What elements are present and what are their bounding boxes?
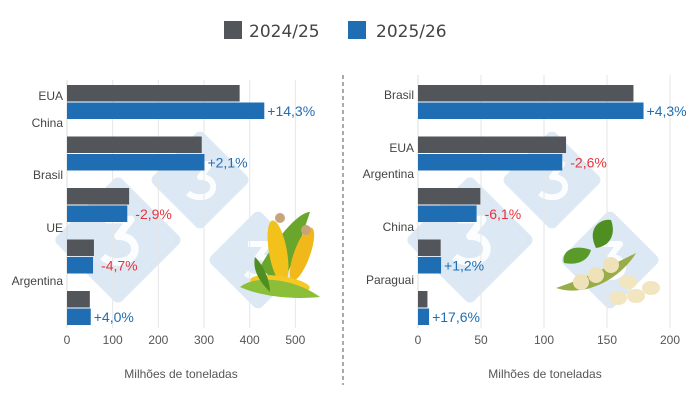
- bars: [67, 85, 644, 325]
- x-tick-label: 400: [240, 333, 260, 347]
- bar-2024-25: [418, 291, 428, 308]
- data-label: -2,9%: [135, 206, 172, 222]
- x-tick-label: 200: [148, 333, 168, 347]
- x-tick-label: 50: [474, 333, 488, 347]
- bar-2025-26: [418, 154, 563, 171]
- watermark-digit-shape: [538, 161, 569, 201]
- bar-2025-26: [67, 308, 91, 325]
- data-label: +1,2%: [444, 258, 484, 274]
- legend-swatch-2024-25: [224, 21, 242, 39]
- watermark-digit-shape: [100, 215, 139, 266]
- bar-2024-25: [67, 239, 94, 256]
- bar-2024-25: [67, 188, 130, 205]
- bar-2025-26: [418, 308, 430, 325]
- bar-2024-25: [67, 291, 90, 308]
- bar-2024-25: [418, 85, 634, 102]
- x-tick-label: 300: [194, 333, 214, 347]
- category-label: Brasil: [33, 168, 63, 182]
- x-tick-label: 100: [103, 333, 123, 347]
- legend: 2024/25 2025/26: [224, 21, 447, 42]
- data-label: -6,1%: [485, 206, 522, 222]
- bar-2025-26: [67, 154, 205, 171]
- bar-2025-26: [67, 257, 94, 274]
- bar-2025-26: [418, 257, 442, 274]
- soybean-illustration: [556, 219, 660, 305]
- data-label: +2,1%: [207, 155, 247, 171]
- data-label: +4,3%: [647, 103, 687, 119]
- x-tick-label: 150: [597, 333, 617, 347]
- data-label: +17,6%: [432, 309, 480, 325]
- x-tick-label: 0: [415, 333, 422, 347]
- bar-2024-25: [67, 136, 202, 153]
- legend-label-2025-26: 2025/26: [376, 22, 447, 42]
- legend-swatch-2025-26: [348, 21, 366, 39]
- x-tick-label: 0: [64, 333, 71, 347]
- x-tick-label: 100: [534, 333, 554, 347]
- category-label: Paraguai: [366, 273, 414, 287]
- x-tick-label: 200: [660, 333, 680, 347]
- x-tick-label: 500: [285, 333, 305, 347]
- category-label: EUA: [389, 141, 414, 155]
- category-label: Argentina: [363, 167, 415, 181]
- bar-2024-25: [67, 85, 240, 102]
- bar-2025-26: [67, 102, 265, 119]
- category-label: Argentina: [12, 274, 64, 288]
- data-label: -2,6%: [570, 155, 607, 171]
- data-label: -4,7%: [101, 258, 138, 274]
- labels: 0 100 200 300 400 500EUA+14,3%China+2,1%Brasi…: [12, 88, 687, 381]
- data-label: +14,3%: [267, 103, 315, 119]
- category-label: China: [383, 220, 415, 234]
- bar-2024-25: [418, 188, 481, 205]
- bar-2025-26: [418, 205, 477, 222]
- category-label: UE: [46, 221, 63, 235]
- category-label: Brasil: [384, 88, 414, 102]
- bar-2024-25: [418, 136, 567, 153]
- category-label: EUA: [38, 89, 63, 103]
- watermark-digit-shape: [452, 215, 491, 266]
- x-axis-title: Milhões de toneladas: [124, 367, 237, 381]
- category-label: China: [32, 116, 64, 130]
- watermark-digit-shape: [186, 161, 217, 201]
- bar-2024-25: [418, 239, 441, 256]
- bar-2025-26: [418, 102, 644, 119]
- data-label: +4,0%: [94, 309, 134, 325]
- legend-label-2024-25: 2024/25: [249, 22, 320, 42]
- x-axis-title: Milhões de toneladas: [488, 367, 601, 381]
- bar-2025-26: [67, 205, 128, 222]
- corn-illustration: [240, 212, 320, 298]
